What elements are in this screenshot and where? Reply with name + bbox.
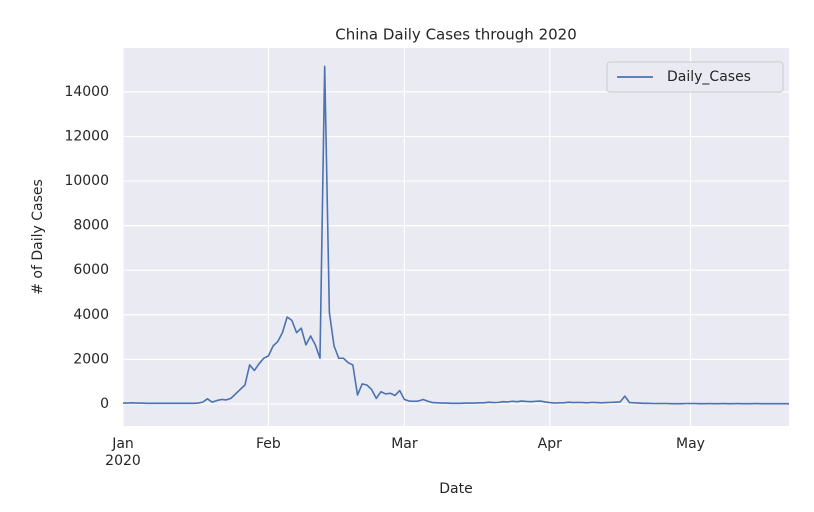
x-axis-label: Date	[439, 481, 472, 497]
y-tick-label: 14000	[64, 84, 109, 100]
y-tick-label: 8000	[73, 218, 109, 234]
x-tick-label: May	[676, 436, 705, 452]
x-tick-label: Feb	[256, 436, 281, 452]
data-line	[123, 65, 789, 405]
y-tick-label: 10000	[64, 173, 109, 189]
y-tick-label: 4000	[73, 307, 109, 323]
x-tick-label: Jan 2020	[105, 436, 141, 469]
y-tick-label: 6000	[73, 262, 109, 278]
x-tick-label: Apr	[538, 436, 562, 452]
y-axis-label: # of Daily Cases	[30, 179, 46, 295]
y-tick-label: 0	[100, 396, 109, 412]
y-tick-label: 2000	[73, 351, 109, 367]
x-tick-label: Mar	[391, 436, 418, 452]
legend-label: Daily_Cases	[667, 69, 751, 85]
plot-area	[123, 48, 789, 426]
legend-box	[606, 61, 784, 93]
y-tick-label: 12000	[64, 128, 109, 144]
chart-title: China Daily Cases through 2020	[335, 26, 577, 44]
